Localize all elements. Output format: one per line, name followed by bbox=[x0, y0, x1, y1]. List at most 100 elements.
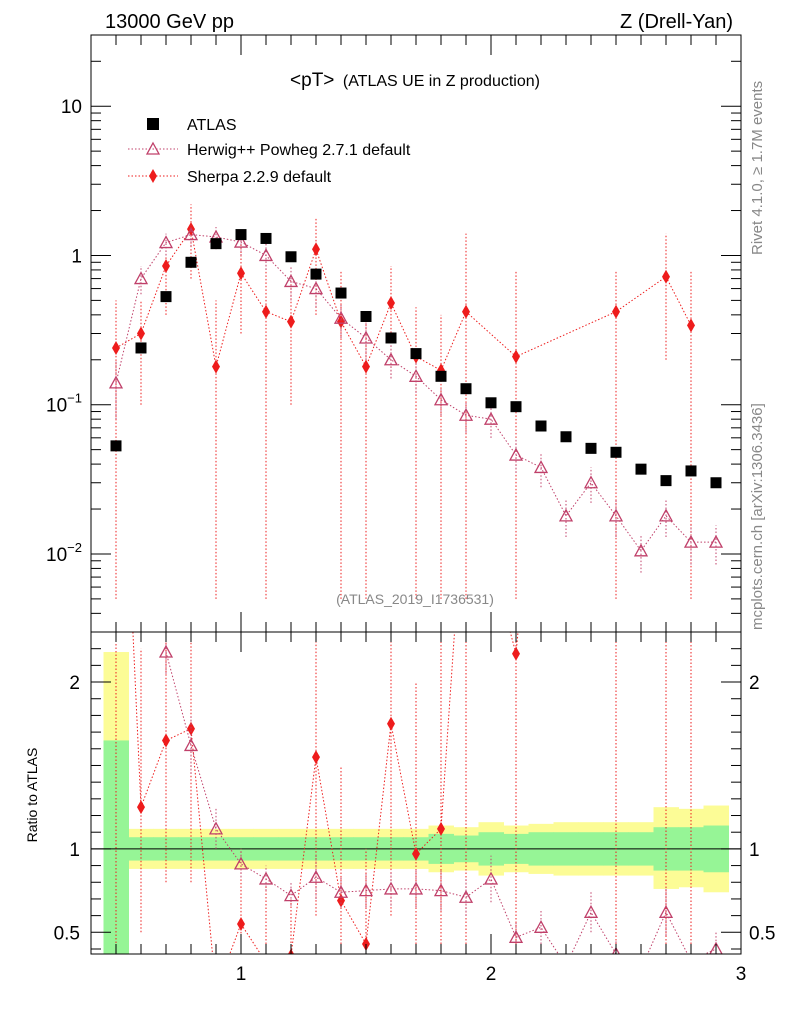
herwig-ratio-point bbox=[690, 953, 692, 954]
atlas-point bbox=[410, 348, 422, 360]
atlas-point bbox=[610, 446, 622, 458]
herwig-point bbox=[233, 234, 249, 248]
herwig-point bbox=[508, 447, 524, 461]
ratio-y-tick-label-left: 1 bbox=[69, 840, 80, 861]
y-tick-label: 10−2 bbox=[46, 540, 82, 566]
herwig-point bbox=[658, 508, 674, 522]
herwig-ratio-point bbox=[635, 963, 647, 974]
herwig-point bbox=[633, 543, 649, 557]
herwig-point bbox=[408, 368, 424, 382]
atlas-point bbox=[560, 431, 572, 443]
herwig-point bbox=[608, 508, 624, 522]
herwig-point bbox=[358, 330, 374, 344]
sherpa-point bbox=[237, 266, 245, 281]
sherpa-point bbox=[112, 340, 120, 355]
atlas-point bbox=[185, 256, 197, 268]
herwig-ratio-point bbox=[483, 871, 499, 885]
x-tick-label: 3 bbox=[736, 964, 747, 985]
atlas-point bbox=[685, 465, 697, 477]
sherpa-point bbox=[512, 349, 520, 364]
legend-label-atlas: ATLAS bbox=[187, 117, 237, 134]
rivet-label: Rivet 4.1.0, ≥ 1.7M events bbox=[749, 81, 766, 255]
atlas-point bbox=[460, 383, 472, 395]
herwig-ratio-point bbox=[208, 821, 224, 835]
ratio-panel: 0.5 0.5 1 1 2 2 bbox=[54, 258, 775, 974]
herwig-point bbox=[133, 271, 149, 285]
herwig-ratio-point bbox=[533, 919, 549, 933]
herwig-point bbox=[708, 534, 724, 548]
herwig-point bbox=[533, 460, 549, 474]
legend-marker-herwig bbox=[145, 141, 161, 155]
herwig-ratio-point bbox=[283, 888, 299, 902]
chart-title-main: <pT> bbox=[290, 70, 334, 91]
herwig-point bbox=[183, 227, 199, 241]
herwig-ratio-line bbox=[165, 651, 717, 954]
sherpa-point bbox=[362, 359, 370, 374]
legend-label-sherpa: Sherpa 2.2.9 default bbox=[187, 169, 332, 186]
sherpa-point bbox=[612, 304, 620, 319]
chart-title: <pT> (ATLAS UE in Z production) bbox=[290, 70, 540, 91]
sherpa-ratio-point bbox=[387, 716, 395, 731]
herwig-ratio-point bbox=[458, 889, 474, 903]
atlas-point bbox=[485, 397, 497, 409]
legend: ATLAS Herwig++ Powheg 2.7.1 default Sher… bbox=[128, 117, 411, 186]
herwig-ratio-point bbox=[333, 884, 349, 898]
sherpa-point bbox=[162, 258, 170, 273]
sherpa-ratio-point bbox=[112, 258, 120, 272]
herwig-ratio-point bbox=[658, 904, 674, 918]
atlas-point bbox=[660, 475, 672, 487]
sherpa-ratio-point bbox=[312, 750, 320, 765]
chart-title-sub: (ATLAS UE in Z production) bbox=[343, 73, 540, 90]
atlas-point bbox=[710, 477, 722, 489]
herwig-point bbox=[283, 274, 299, 288]
y-tick-label: 10 bbox=[61, 97, 82, 118]
sherpa-point bbox=[337, 314, 345, 329]
sherpa-ratio-point bbox=[512, 646, 520, 661]
sherpa-point bbox=[387, 296, 395, 311]
ratio-band-inner bbox=[103, 740, 129, 954]
sherpa-ratio-point bbox=[187, 721, 195, 736]
sherpa-ratio-point bbox=[362, 936, 370, 951]
ratio-y-tick-label-left: 2 bbox=[69, 673, 80, 694]
sherpa-point bbox=[662, 269, 670, 284]
atlas-point bbox=[210, 238, 222, 250]
atlas-point bbox=[360, 310, 372, 322]
sherpa-ratio-point bbox=[237, 916, 245, 931]
header-right: Z (Drell-Yan) bbox=[620, 11, 733, 33]
herwig-ratio-point bbox=[358, 883, 374, 897]
herwig-ratio-point bbox=[233, 856, 249, 870]
herwig-point bbox=[458, 407, 474, 421]
herwig-point bbox=[308, 281, 324, 295]
herwig-point bbox=[583, 475, 599, 489]
herwig-ratio-point bbox=[583, 904, 599, 918]
legend-label-herwig: Herwig++ Powheg 2.7.1 default bbox=[187, 142, 411, 159]
x-tick-label: 1 bbox=[236, 964, 247, 985]
sherpa-point bbox=[312, 242, 320, 257]
sherpa-ratio-point bbox=[437, 821, 445, 836]
sherpa-ratio-point bbox=[137, 800, 145, 815]
atlas-point bbox=[135, 342, 147, 354]
herwig-point bbox=[683, 534, 699, 548]
herwig-ratio-point bbox=[308, 869, 324, 883]
x-tick-label: 2 bbox=[486, 964, 497, 985]
sherpa-point bbox=[687, 318, 695, 333]
atlas-point bbox=[335, 287, 347, 299]
herwig-point bbox=[433, 392, 449, 406]
header-left: 13000 GeV pp bbox=[105, 11, 234, 33]
herwig-point bbox=[333, 310, 349, 324]
y-tick-label: 1 bbox=[71, 246, 82, 267]
herwig-point bbox=[158, 235, 174, 249]
legend-marker-atlas bbox=[147, 118, 159, 130]
mcplots-label: mcplots.cern.ch [arXiv:1306.3436] bbox=[749, 403, 766, 630]
sherpa-line bbox=[115, 227, 692, 372]
atlas-point bbox=[510, 401, 522, 413]
herwig-point bbox=[108, 375, 124, 389]
ratio-y-tick-label-left: 0.5 bbox=[54, 923, 80, 944]
herwig-point bbox=[558, 508, 574, 522]
ratio-ylabel: Ratio to ATLAS bbox=[24, 748, 40, 843]
atlas-point bbox=[285, 251, 297, 263]
ratio-y-tick-label-right: 1 bbox=[749, 840, 760, 861]
atlas-point bbox=[235, 229, 247, 241]
atlas-point bbox=[385, 332, 397, 344]
